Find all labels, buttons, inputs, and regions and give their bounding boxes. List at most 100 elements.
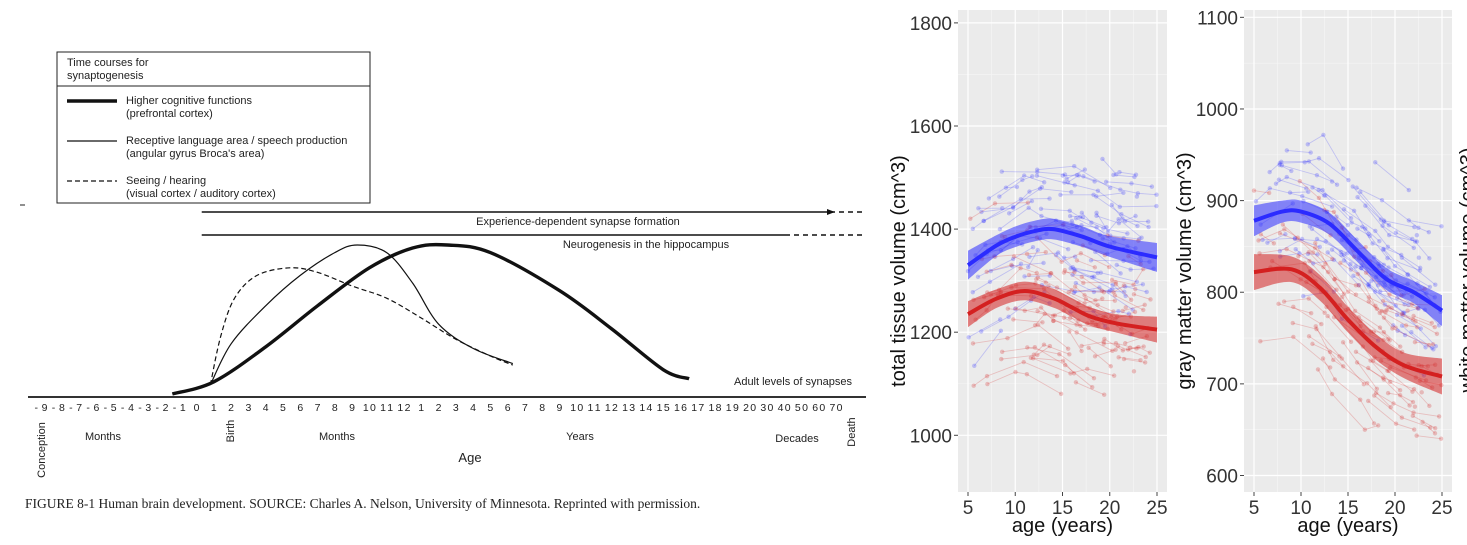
span-label: Neurogenesis in the hippocampus — [563, 239, 730, 251]
data-point — [1373, 160, 1377, 164]
data-point — [1301, 294, 1305, 298]
data-point — [1100, 157, 1104, 161]
data-point — [1439, 437, 1443, 441]
data-point — [1342, 252, 1346, 256]
data-point — [1398, 388, 1402, 392]
data-point — [1355, 195, 1359, 199]
y-tick-label: 1800 — [910, 14, 952, 35]
period-label: Decades — [775, 433, 819, 445]
data-point — [1267, 170, 1271, 174]
data-point — [1114, 282, 1118, 286]
data-point — [1042, 180, 1046, 184]
data-point — [981, 219, 985, 223]
data-point — [1005, 336, 1009, 340]
data-point — [1400, 415, 1404, 419]
data-point — [1125, 231, 1129, 235]
data-point — [1405, 308, 1409, 312]
data-point — [1089, 221, 1093, 225]
data-point — [1079, 251, 1083, 255]
data-point — [1411, 400, 1415, 404]
data-point — [1384, 308, 1388, 312]
data-point — [1030, 199, 1034, 203]
data-point — [1083, 167, 1087, 171]
data-point — [1317, 196, 1321, 200]
data-point — [1007, 211, 1011, 215]
data-point — [1117, 221, 1121, 225]
data-point — [1101, 226, 1105, 230]
x-tick-label: 3 — [453, 402, 459, 414]
data-point — [1386, 245, 1390, 249]
data-point — [1341, 166, 1345, 170]
x-tick-label: 5 — [280, 402, 286, 414]
y-tick-label: 1000 — [1196, 100, 1238, 121]
data-point — [1439, 224, 1443, 228]
data-point — [1022, 173, 1026, 177]
data-point — [1114, 172, 1118, 176]
data-point — [1118, 187, 1122, 191]
data-point — [1430, 321, 1434, 325]
data-point — [1376, 423, 1380, 427]
data-point — [1006, 315, 1010, 319]
x-tick-label: 25 — [1146, 498, 1167, 519]
y-tick-label: 700 — [1206, 375, 1238, 396]
data-point — [1025, 252, 1029, 256]
data-point — [1023, 308, 1027, 312]
data-point — [1115, 263, 1119, 267]
data-point — [1380, 198, 1384, 202]
data-point — [1280, 163, 1284, 167]
data-point — [1063, 363, 1067, 367]
data-point — [1382, 377, 1386, 381]
data-point — [997, 194, 1001, 198]
data-point — [1405, 272, 1409, 276]
figure-caption: FIGURE 8-1 Human brain development. SOUR… — [25, 496, 700, 511]
arrowhead-icon — [827, 209, 835, 215]
x-tick-label: 10 — [570, 402, 583, 414]
x-tick-label: -5 — [104, 402, 117, 414]
data-point — [1070, 288, 1074, 292]
data-point — [1256, 238, 1260, 242]
data-point — [1431, 342, 1435, 346]
data-point — [1355, 226, 1359, 230]
curve-thick — [172, 245, 689, 394]
data-point — [1102, 290, 1106, 294]
data-point — [1354, 292, 1358, 296]
data-point — [1291, 321, 1295, 325]
data-point — [1036, 323, 1040, 327]
data-point — [1123, 341, 1127, 345]
data-point — [1122, 290, 1126, 294]
data-point — [1111, 309, 1115, 313]
x-tick-label: -7 — [69, 402, 82, 414]
data-point — [1080, 275, 1084, 279]
baseline-label: Adult levels of synapses — [734, 376, 853, 388]
period-label: Conception — [36, 422, 48, 478]
data-point — [1433, 426, 1437, 430]
y-tick-label: 1400 — [910, 220, 952, 241]
data-point — [1148, 351, 1152, 355]
data-point — [1093, 265, 1097, 269]
data-point — [1036, 275, 1040, 279]
x-tick-label: -2 — [155, 402, 168, 414]
data-point — [1056, 250, 1060, 254]
data-point — [1326, 250, 1330, 254]
data-point — [1294, 247, 1298, 251]
x-tick-label: 7 — [315, 402, 321, 414]
data-point — [1055, 285, 1059, 289]
data-point — [1354, 350, 1358, 354]
data-point — [1124, 305, 1128, 309]
data-point — [1370, 241, 1374, 245]
x-tick-label: 5 — [487, 402, 493, 414]
data-point — [1428, 425, 1432, 429]
data-point — [1265, 240, 1269, 244]
data-point — [1136, 191, 1140, 195]
data-point — [1310, 342, 1314, 346]
data-point — [1128, 267, 1132, 271]
data-point — [1315, 173, 1319, 177]
data-point — [1072, 183, 1076, 187]
data-point — [1393, 264, 1397, 268]
data-point — [1031, 356, 1035, 360]
data-point — [1338, 261, 1342, 265]
data-point — [1307, 250, 1311, 254]
legend-sublabel: (prefrontal cortex) — [126, 108, 213, 120]
period-label: Birth — [225, 420, 237, 443]
